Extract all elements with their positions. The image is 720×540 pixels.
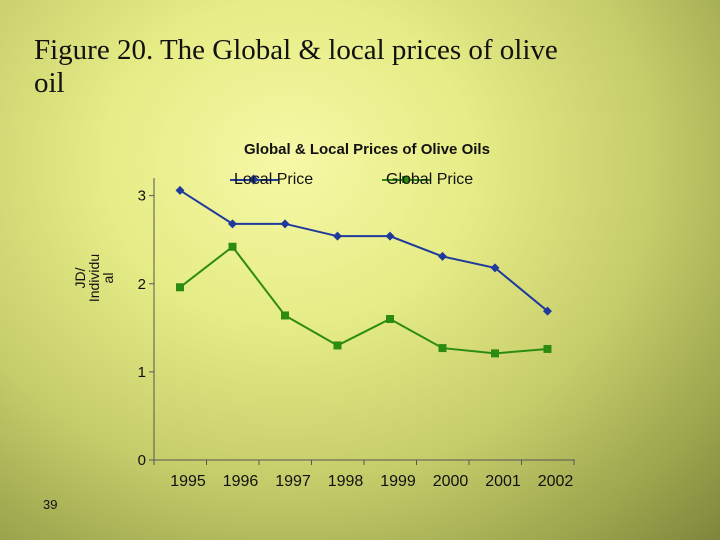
data-point-global <box>386 315 394 323</box>
x-tick-label: 2001 <box>485 473 521 490</box>
data-point-local <box>333 231 342 241</box>
legend-label-local: Local Price <box>234 171 314 188</box>
data-point-global <box>228 242 237 251</box>
data-point-global <box>281 311 289 320</box>
data-point-local <box>175 185 185 195</box>
series-line-global <box>179 245 548 355</box>
data-point-global <box>438 344 447 353</box>
slide-title: Figure 20. The Global & local prices of … <box>34 34 558 99</box>
y-tick-label: 0 <box>138 452 146 469</box>
legend-item-global: Global Price <box>382 171 474 189</box>
data-point-local <box>385 231 395 241</box>
data-point-global <box>333 341 342 350</box>
data-point-local <box>280 219 290 229</box>
chart-title: Global & Local Prices of Olive Oils <box>244 141 490 158</box>
x-tick-label: 1999 <box>380 473 416 490</box>
data-point-local <box>438 251 447 261</box>
x-tick-label: 1995 <box>170 473 206 490</box>
x-tick-label: 1997 <box>275 473 311 490</box>
series-line-local <box>179 189 549 312</box>
data-point-local <box>543 306 552 316</box>
legend-label-global: Global Price <box>386 171 474 188</box>
x-tick-label: 1998 <box>328 473 364 490</box>
data-point-global <box>543 344 552 353</box>
data-point-local <box>490 263 500 273</box>
x-tick-label: 2000 <box>433 473 469 490</box>
x-tick-label: 2002 <box>538 473 574 490</box>
data-point-global <box>176 283 184 292</box>
x-tick-label: 1996 <box>223 473 259 490</box>
legend-marker-global <box>402 176 409 183</box>
data-point-local <box>228 219 237 229</box>
y-tick-label: 2 <box>138 276 146 293</box>
data-point-global <box>491 349 499 358</box>
legend-item-local: Local Price <box>230 171 314 189</box>
page-number: 39 <box>43 497 58 512</box>
y-tick-label: 3 <box>138 188 146 205</box>
y-tick-label: 1 <box>138 364 146 381</box>
